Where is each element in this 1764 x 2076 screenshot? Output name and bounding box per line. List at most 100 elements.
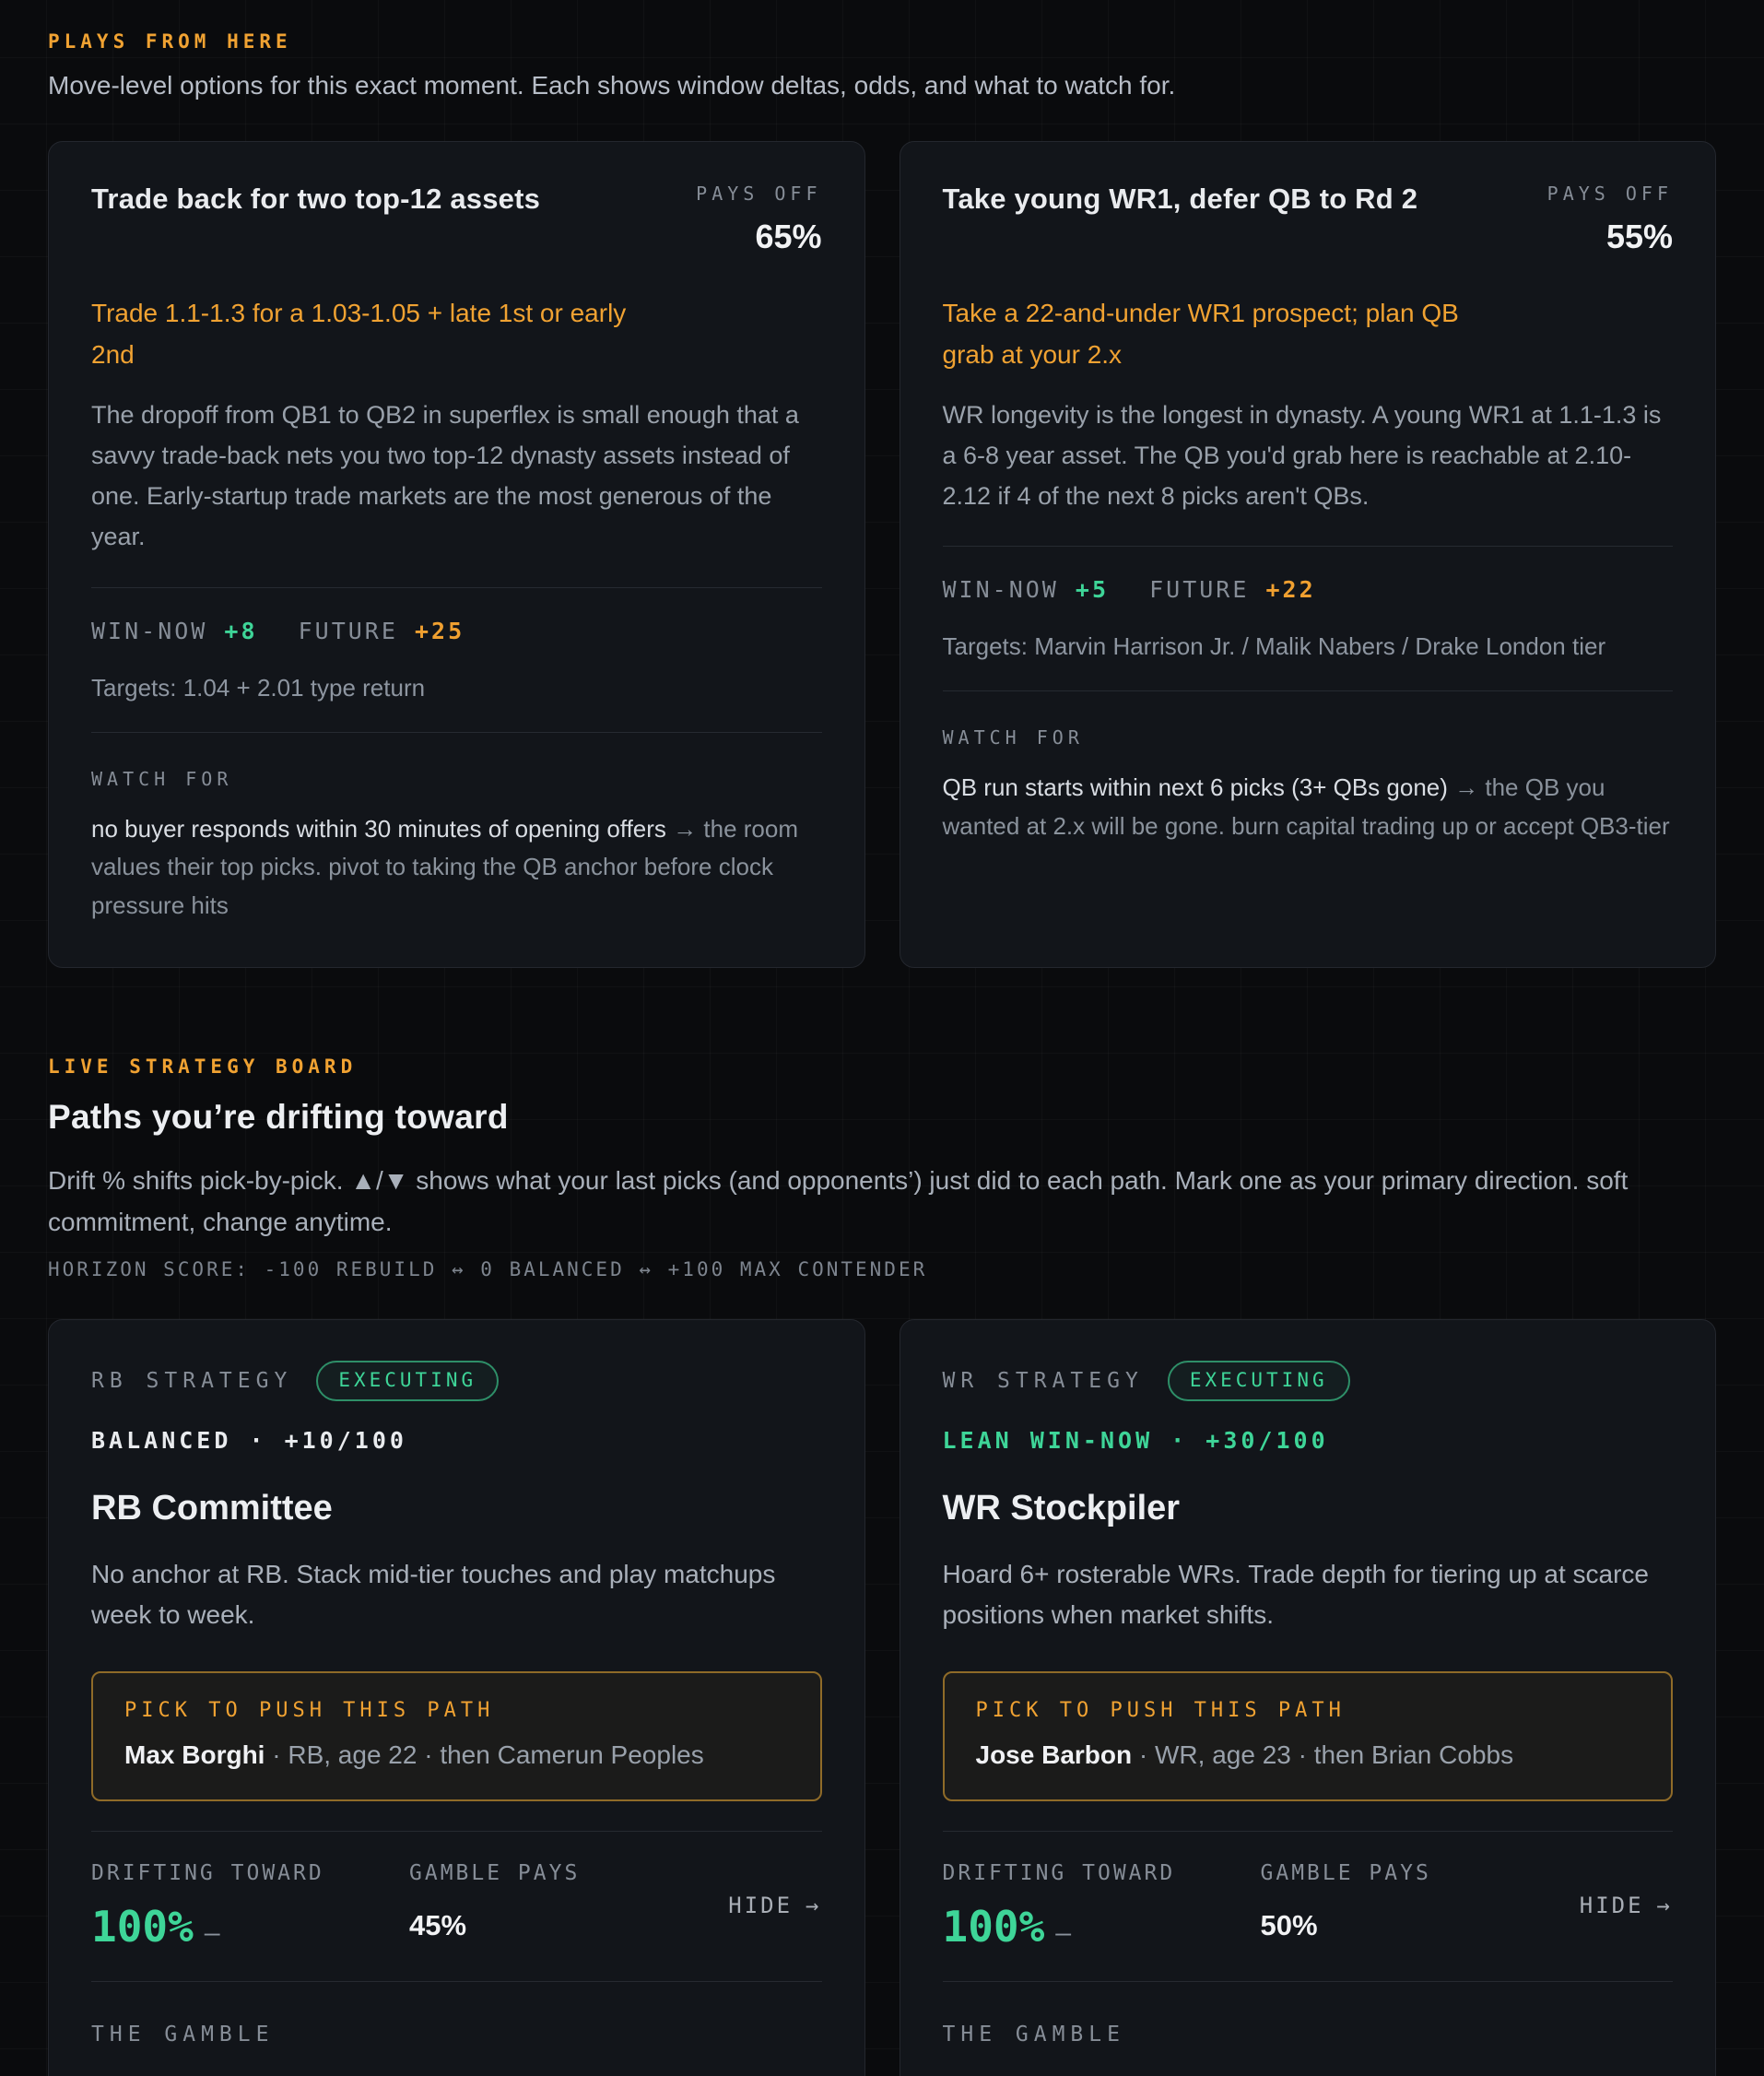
targets-line: Targets: Marvin Harrison Jr. / Malik Nab…	[942, 632, 1606, 661]
board-eyebrow: LIVE STRATEGY BOARD	[48, 1056, 358, 1079]
strategy-header: RB STRATEGY EXECUTING	[91, 1361, 822, 1402]
watch-trigger: QB run starts within next 6 picks (3+ QB…	[942, 773, 1448, 802]
watch-consequence: the QB you wanted at 2.x will be gone. b…	[942, 773, 1670, 840]
watch-for-text: no buyer responds within 30 minutes of o…	[91, 810, 822, 926]
hide-label: HIDE	[728, 1892, 794, 1918]
pick-player-name: Jose Barbon	[975, 1740, 1133, 1769]
odds-value: 55%	[1605, 218, 1673, 255]
win-now-delta: +8	[224, 617, 258, 644]
pick-player-line: Max Borghi · RB, age 22 · then Camerun P…	[124, 1740, 789, 1770]
play-card-header: Trade back for two top-12 assets PAYS OF…	[91, 183, 822, 256]
strategy-metrics-row: DRIFTING TOWARD 100% – GAMBLE PAYS 50% HI…	[943, 1861, 1674, 1952]
status-badge: EXECUTING	[316, 1361, 500, 1402]
drifting-toward-metric: DRIFTING TOWARD 100% –	[91, 1861, 409, 1952]
gamble-pays-metric: GAMBLE PAYS 45%	[409, 1861, 728, 1942]
gamble-pays-metric: GAMBLE PAYS 50%	[1261, 1861, 1580, 1942]
watch-consequence: the room values their top picks. pivot t…	[91, 814, 798, 919]
future-delta: +25	[414, 617, 465, 644]
drift-trend-icon: –	[1055, 1917, 1072, 1948]
play-detail: WR longevity is the longest in dynasty. …	[942, 400, 1662, 511]
strategy-description: Hoard 6+ rosterable WRs. Trade depth for…	[942, 1560, 1650, 1630]
divider	[942, 546, 1673, 548]
watch-for-label: WATCH FOR	[91, 767, 233, 790]
board-title: Paths you’re drifting toward	[48, 1098, 509, 1137]
strategy-label: WR STRATEGY	[942, 1369, 1144, 1394]
drift-percentage: 100% –	[942, 1901, 1072, 1952]
pick-to-push-box[interactable]: PICK TO PUSH THIS PATH Max Borghi · RB, …	[91, 1670, 822, 1801]
pick-player-name: Max Borghi	[124, 1740, 265, 1769]
win-now-label: WIN-NOW	[942, 576, 1059, 604]
divider	[942, 690, 1673, 692]
pick-to-push-box[interactable]: PICK TO PUSH THIS PATH Jose Barbon · WR,…	[942, 1670, 1673, 1801]
strategy-label: RB STRATEGY	[91, 1369, 293, 1394]
drifting-toward-label: DRIFTING TOWARD	[942, 1860, 1176, 1885]
odds-label: PAYS OFF	[1546, 183, 1673, 205]
strategy-cards-grid: RB STRATEGY EXECUTING BALANCED · +10/100…	[48, 1319, 1716, 2076]
win-now-delta: +5	[1075, 576, 1110, 604]
plays-eyebrow: PLAYS FROM HERE	[48, 30, 292, 53]
gamble-pays-label: GAMBLE PAYS	[1260, 1860, 1431, 1885]
play-card-trade-back[interactable]: Trade back for two top-12 assets PAYS OF…	[48, 141, 865, 969]
drift-trend-icon: –	[204, 1917, 220, 1948]
the-gamble-text: Three RB2-tier players with weekly volum…	[91, 2072, 822, 2076]
play-summary: Take a 22-and-under WR1 prospect; plan Q…	[942, 299, 1459, 369]
drift-percentage: 100% –	[91, 1901, 220, 1952]
horizon-lean-line: LEAN WIN-NOW · +30/100	[942, 1427, 1329, 1455]
win-now-label: WIN-NOW	[91, 617, 208, 644]
divider	[942, 1830, 1673, 1832]
play-summary: Trade 1.1-1.3 for a 1.03-1.05 + late 1st…	[91, 299, 627, 369]
strategy-board-section: LIVE STRATEGY BOARD Paths you’re driftin…	[48, 1056, 1716, 2076]
pick-player-line: Jose Barbon · WR, age 23 · then Brian Co…	[976, 1740, 1641, 1770]
the-gamble-label: THE GAMBLE	[91, 2022, 275, 2047]
divider	[942, 1980, 1673, 1982]
right-arrow-icon: →	[1454, 773, 1479, 802]
right-arrow-icon: →	[1656, 1892, 1673, 1918]
future-label: FUTURE	[298, 617, 398, 644]
odds-label: PAYS OFF	[696, 183, 822, 205]
divider	[91, 731, 822, 733]
odds-block: PAYS OFF 65%	[696, 183, 821, 256]
play-card-young-wr1[interactable]: Take young WR1, defer QB to Rd 2 PAYS OF…	[899, 141, 1716, 969]
gamble-percentage: 50%	[1260, 1908, 1318, 1941]
window-deltas: WIN-NOW +8 FUTURE +25	[91, 618, 822, 644]
strategy-name: RB Committee	[91, 1489, 333, 1528]
play-card-header: Take young WR1, defer QB to Rd 2 PAYS OF…	[943, 183, 1674, 256]
strategy-metrics-row: DRIFTING TOWARD 100% – GAMBLE PAYS 45% HI…	[91, 1861, 822, 1952]
odds-block: PAYS OFF 55%	[1547, 183, 1673, 256]
play-title: Trade back for two top-12 assets	[91, 183, 541, 215]
horizon-lean-line: BALANCED · +10/100	[91, 1427, 407, 1455]
plays-section: PLAYS FROM HERE Move-level options for t…	[48, 30, 1716, 969]
window-deltas: WIN-NOW +5 FUTURE +22	[943, 576, 1674, 603]
gamble-pays-label: GAMBLE PAYS	[409, 1860, 581, 1885]
drifting-toward-label: DRIFTING TOWARD	[91, 1860, 324, 1885]
strategy-name: WR Stockpiler	[942, 1489, 1181, 1528]
play-detail: The dropoff from QB1 to QB2 in superflex…	[91, 400, 799, 551]
hide-button[interactable]: HIDE →	[728, 1893, 821, 1918]
play-title: Take young WR1, defer QB to Rd 2	[942, 183, 1418, 215]
strategy-card-rb-committee[interactable]: RB STRATEGY EXECUTING BALANCED · +10/100…	[48, 1319, 865, 2076]
plays-subtitle: Move-level options for this exact moment…	[48, 71, 1176, 100]
right-arrow-icon: →	[806, 1892, 822, 1918]
divider	[91, 1830, 822, 1832]
hide-button[interactable]: HIDE →	[1580, 1893, 1673, 1918]
future-label: FUTURE	[1149, 576, 1250, 604]
the-gamble-label: THE GAMBLE	[942, 2022, 1125, 2047]
watch-for-text: QB run starts within next 6 picks (3+ QB…	[943, 769, 1674, 845]
watch-for-label: WATCH FOR	[942, 726, 1084, 749]
play-cards-grid: Trade back for two top-12 assets PAYS OF…	[48, 141, 1716, 969]
drifting-toward-metric: DRIFTING TOWARD 100% –	[943, 1861, 1261, 1952]
pick-player-meta: · WR, age 23 · then Brian Cobbs	[1138, 1740, 1514, 1769]
divider	[91, 1980, 822, 1982]
divider	[91, 586, 822, 588]
hide-label: HIDE	[1579, 1892, 1644, 1918]
status-badge: EXECUTING	[1167, 1361, 1350, 1402]
pick-box-label: PICK TO PUSH THIS PATH	[124, 1698, 495, 1722]
strategy-card-wr-stockpiler[interactable]: WR STRATEGY EXECUTING LEAN WIN-NOW · +30…	[899, 1319, 1716, 2076]
strategy-description: No anchor at RB. Stack mid-tier touches …	[91, 1560, 776, 1630]
future-delta: +22	[1265, 576, 1316, 604]
gamble-percentage: 45%	[409, 1908, 467, 1941]
watch-trigger: no buyer responds within 30 minutes of o…	[91, 814, 666, 843]
pick-player-meta: · RB, age 22 · then Camerun Peoples	[272, 1740, 704, 1769]
board-description: Drift % shifts pick-by-pick. ▲/▼ shows w…	[48, 1166, 1629, 1237]
